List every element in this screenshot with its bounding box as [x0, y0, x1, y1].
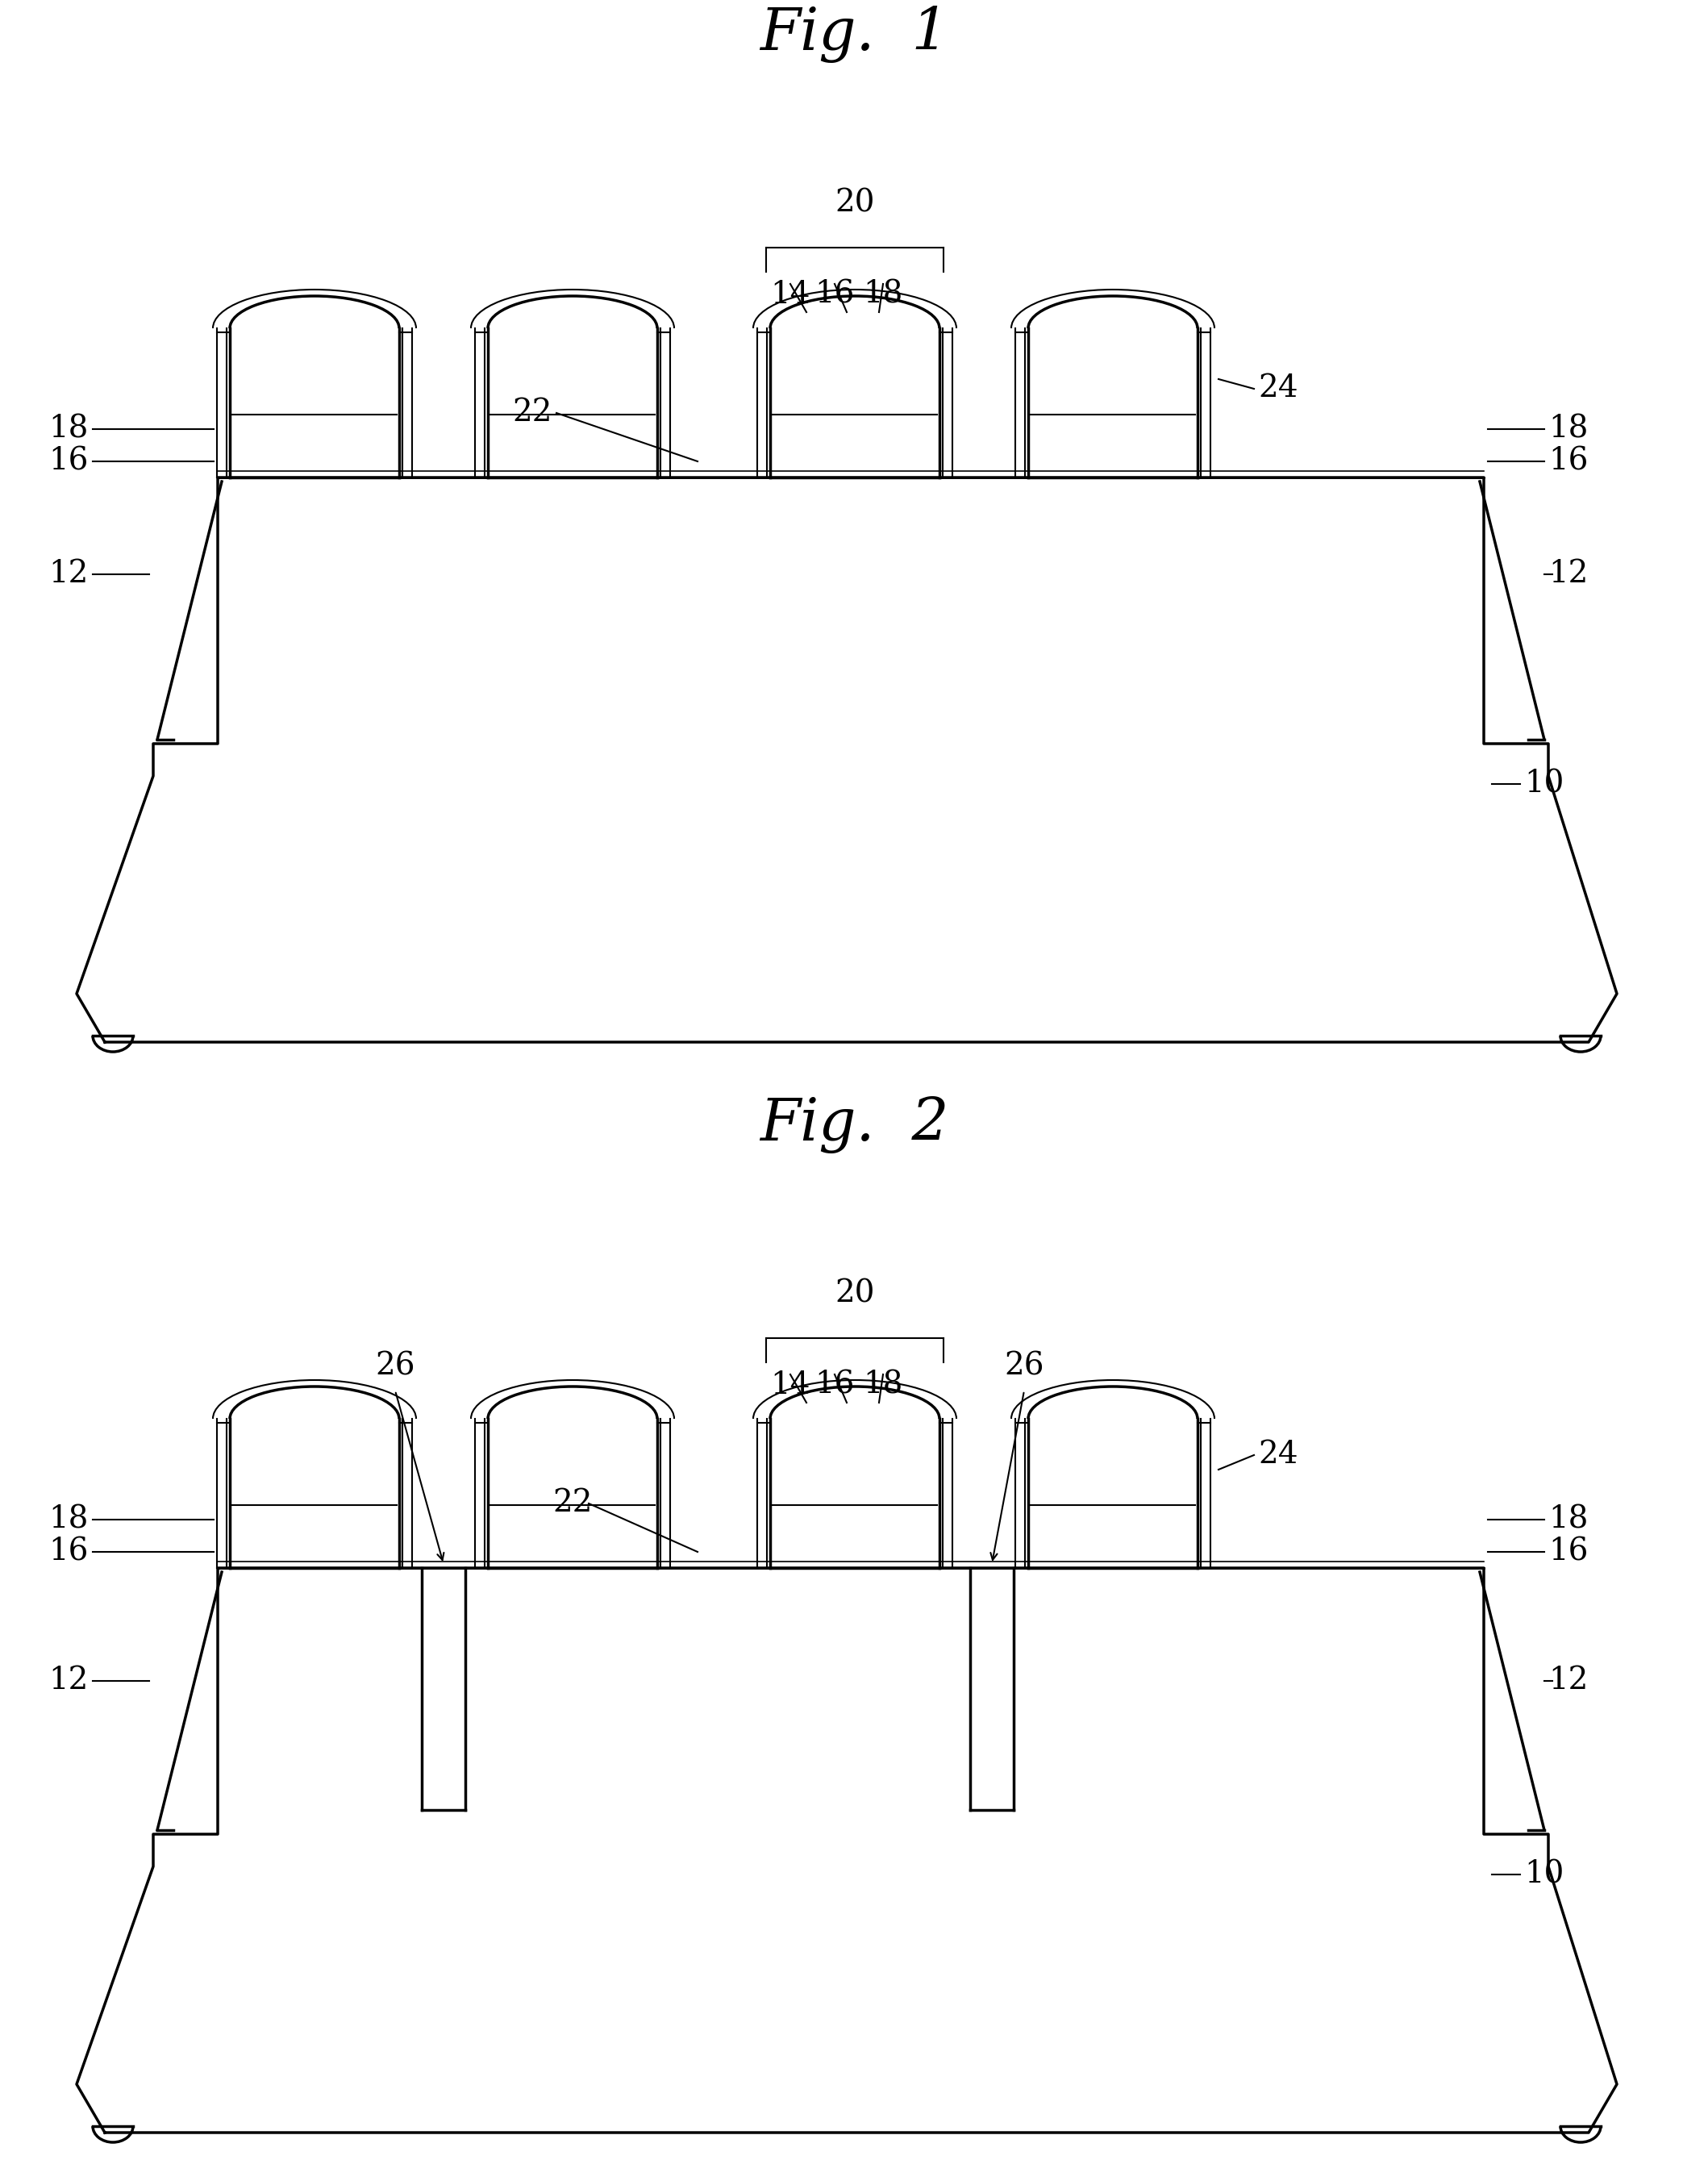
- Text: 16: 16: [815, 1370, 854, 1400]
- Text: 14: 14: [770, 279, 810, 310]
- Text: 18: 18: [48, 414, 89, 445]
- Text: 16: 16: [815, 279, 854, 310]
- Text: Fig.  2: Fig. 2: [760, 1095, 948, 1154]
- Text: 22: 22: [553, 1490, 593, 1518]
- Text: 16: 16: [48, 1538, 89, 1566]
- Text: 18: 18: [48, 1505, 89, 1535]
- Text: 20: 20: [835, 1278, 874, 1309]
- Text: Fig.  1: Fig. 1: [760, 4, 948, 63]
- Text: 22: 22: [512, 399, 552, 427]
- Text: 12: 12: [1549, 558, 1588, 589]
- Text: 18: 18: [863, 1370, 904, 1400]
- Text: 12: 12: [48, 1666, 89, 1697]
- Text: 18: 18: [863, 279, 904, 310]
- Text: 26: 26: [1004, 1352, 1044, 1381]
- Text: 16: 16: [1549, 447, 1588, 475]
- Text: 16: 16: [1549, 1538, 1588, 1566]
- Text: 12: 12: [1549, 1666, 1588, 1697]
- Text: 20: 20: [835, 188, 874, 218]
- Text: 10: 10: [1524, 770, 1565, 798]
- Text: 10: 10: [1524, 1860, 1565, 1889]
- Text: 16: 16: [48, 447, 89, 475]
- Text: 24: 24: [1259, 373, 1298, 403]
- Text: 26: 26: [376, 1352, 415, 1381]
- Text: 14: 14: [770, 1370, 810, 1400]
- Text: 18: 18: [1549, 1505, 1588, 1535]
- Text: 18: 18: [1549, 414, 1588, 445]
- Text: 12: 12: [48, 558, 89, 589]
- Text: 24: 24: [1259, 1439, 1298, 1470]
